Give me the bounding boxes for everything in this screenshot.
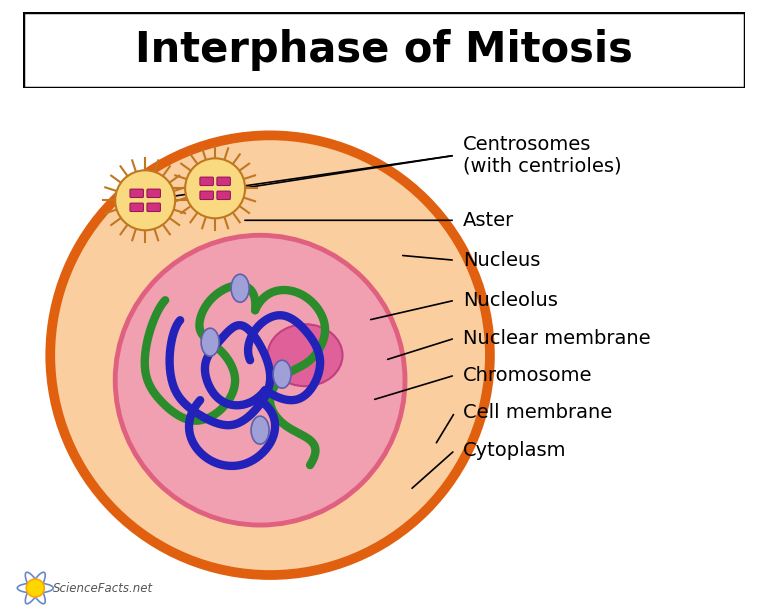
Ellipse shape	[201, 328, 219, 356]
Text: ScienceFacts.net: ScienceFacts.net	[53, 581, 154, 595]
Ellipse shape	[267, 325, 343, 386]
Text: Nuclear membrane: Nuclear membrane	[463, 329, 650, 348]
Circle shape	[185, 159, 245, 218]
Ellipse shape	[273, 360, 291, 388]
Text: Chromosome: Chromosome	[463, 365, 592, 385]
FancyBboxPatch shape	[130, 189, 144, 198]
FancyBboxPatch shape	[147, 203, 161, 212]
FancyBboxPatch shape	[23, 12, 745, 88]
Text: Nucleolus: Nucleolus	[463, 291, 558, 310]
Text: Aster: Aster	[463, 211, 515, 230]
Circle shape	[50, 135, 490, 575]
FancyBboxPatch shape	[200, 177, 214, 185]
Text: Centrosomes
(with centrioles): Centrosomes (with centrioles)	[463, 135, 621, 176]
Circle shape	[26, 579, 45, 597]
FancyBboxPatch shape	[130, 203, 144, 212]
Ellipse shape	[231, 274, 249, 302]
Circle shape	[115, 170, 175, 231]
Text: Interphase of Mitosis: Interphase of Mitosis	[135, 29, 633, 71]
FancyBboxPatch shape	[217, 191, 230, 199]
Circle shape	[115, 235, 405, 525]
FancyBboxPatch shape	[200, 191, 214, 199]
Text: Nucleus: Nucleus	[463, 251, 541, 270]
FancyBboxPatch shape	[147, 189, 161, 198]
Ellipse shape	[251, 416, 269, 444]
FancyBboxPatch shape	[217, 177, 230, 185]
Text: Cytoplasm: Cytoplasm	[463, 440, 567, 459]
Text: Cell membrane: Cell membrane	[463, 403, 612, 422]
